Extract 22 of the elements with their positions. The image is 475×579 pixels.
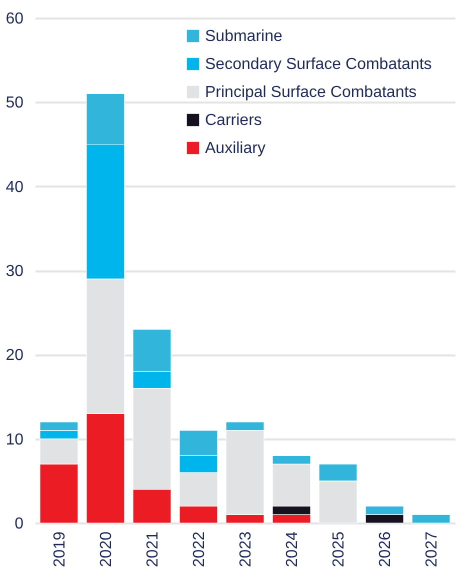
y-tick-label: 40 <box>6 178 24 196</box>
y-tick-label: 0 <box>14 516 24 532</box>
y-tick-label: 60 <box>6 10 24 28</box>
x-tick-label: 2024 <box>284 531 302 568</box>
legend-label: Carriers <box>205 112 262 129</box>
x-tick-label: 2020 <box>98 531 115 568</box>
x-tick-label: 2022 <box>190 531 208 568</box>
x-tick-label: 2023 <box>238 531 254 568</box>
y-tick-label: 30 <box>6 263 24 280</box>
y-tick-label: 20 <box>6 347 24 364</box>
legend-label: Principal Surface Combatants <box>205 84 417 101</box>
legend-label: Secondary Surface Combatants <box>205 56 432 73</box>
x-tick-label: 2021 <box>144 531 162 568</box>
bar <box>412 514 450 524</box>
legend-label: Submarine <box>205 28 282 45</box>
x-tick-label: 2026 <box>377 531 394 568</box>
y-tick-label: 50 <box>6 94 24 112</box>
x-tick-label: 2025 <box>330 531 348 568</box>
x-tick-label: 2027 <box>424 531 441 568</box>
legend-label: Auxiliary <box>205 140 266 157</box>
x-tick-label: 2019 <box>51 531 68 568</box>
y-tick-label: 10 <box>6 431 24 448</box>
